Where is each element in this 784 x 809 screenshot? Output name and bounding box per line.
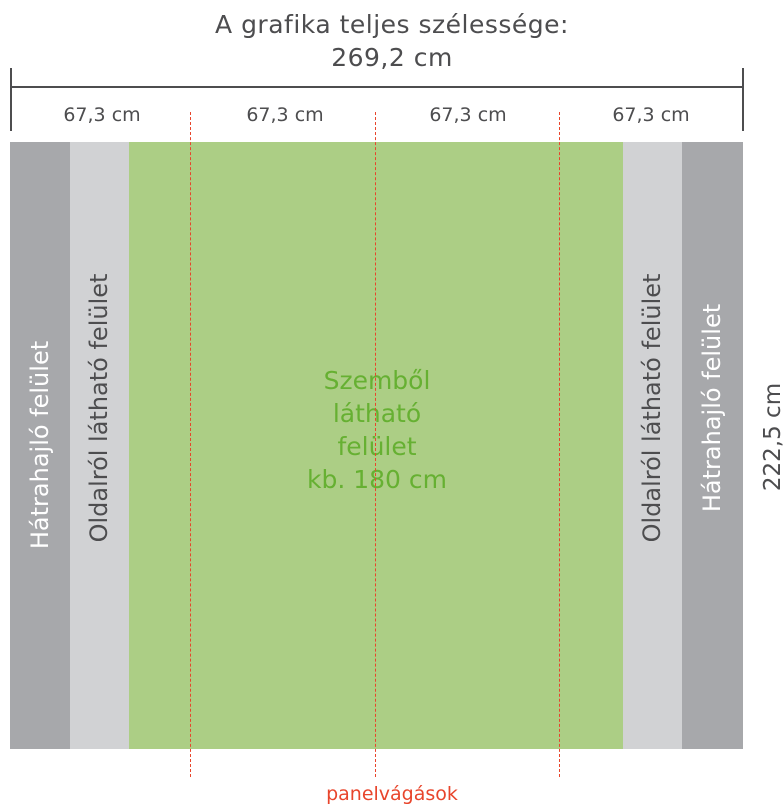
side-visible-label-right: Oldalról látható felület <box>638 273 666 543</box>
back-fold-label-left: Hátrahajló felület <box>26 340 54 550</box>
front-surface-label-line3: felület <box>337 432 417 461</box>
panel-cut-line-2 <box>375 112 376 777</box>
dimension-tick-left <box>10 68 12 131</box>
side-visible-surface-right <box>623 142 682 749</box>
total-width-value: 269,2 cm <box>331 43 453 72</box>
total-width-title: A grafika teljes szélessége: <box>215 10 569 39</box>
segment-width-label-2: 67,3 cm <box>246 104 324 126</box>
dimension-tick-right <box>742 68 744 131</box>
front-surface-label-line1: Szemből <box>323 366 431 395</box>
height-label: 222,5 cm <box>760 382 784 492</box>
panel-cut-line-3 <box>559 112 560 777</box>
panel-cuts-label: panelvágások <box>326 783 458 805</box>
back-fold-surface-left <box>10 142 70 749</box>
segment-width-label-3: 67,3 cm <box>429 104 507 126</box>
side-visible-label-left: Oldalról látható felület <box>85 273 113 543</box>
back-fold-label-right: Hátrahajló felület <box>698 303 726 513</box>
side-visible-surface-left <box>70 142 129 749</box>
panel-cut-line-1 <box>190 112 191 777</box>
segment-width-label-1: 67,3 cm <box>63 104 141 126</box>
front-visible-surface <box>129 142 623 749</box>
front-surface-label-line2: látható <box>332 399 422 428</box>
back-fold-surface-right <box>682 142 743 749</box>
segment-width-label-4: 67,3 cm <box>612 104 690 126</box>
front-surface-label-line4: kb. 180 cm <box>306 465 447 494</box>
total-width-dimension-line <box>10 86 743 88</box>
